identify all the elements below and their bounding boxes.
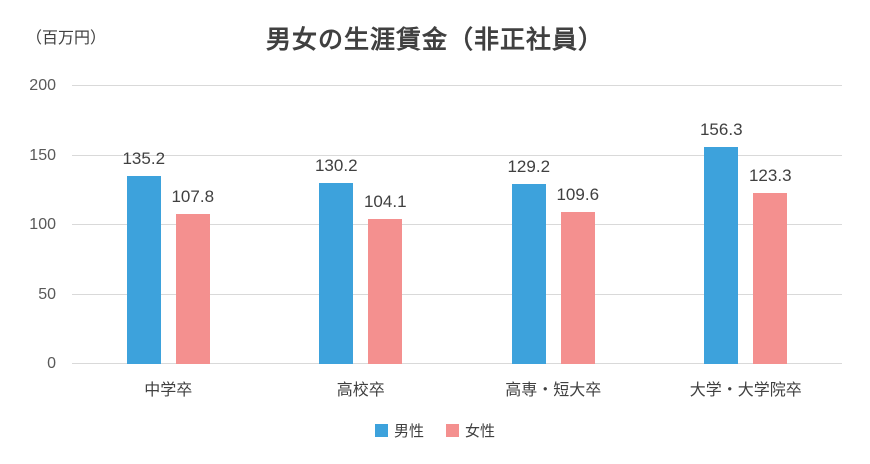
y-tick-label: 50: [38, 285, 56, 303]
bar-group: 135.2 107.8: [122, 86, 214, 364]
x-category-label: 中学卒: [144, 382, 193, 399]
bar-wrap: 129.2: [507, 86, 550, 364]
y-tick-label: 100: [29, 216, 56, 233]
legend-swatch-icon: [446, 424, 459, 437]
x-category-label: 高校卒: [336, 382, 385, 399]
y-tick-label: 0: [47, 355, 56, 372]
bar-wrap: 104.1: [364, 86, 407, 364]
legend: 男性 女性: [0, 420, 870, 441]
legend-item-male: 男性: [374, 420, 424, 441]
bar-wrap: 107.8: [171, 86, 214, 364]
bar-male: [704, 146, 739, 364]
bar-groups: 135.2 107.8 130.2 104.1 129.2 109.6 156.3 123.3: [72, 86, 842, 364]
bar-value-label: 107.8: [171, 187, 215, 207]
x-category-label: 高専・短大卒: [505, 382, 602, 399]
chart-title: 男女の生涯賃金（非正社員）: [265, 26, 604, 54]
x-axis: 中学卒 高校卒 高専・短大卒 大学・大学院卒: [72, 376, 842, 400]
bar-male: [319, 183, 354, 364]
bar-value-label: 129.2: [507, 157, 551, 177]
bar-value-label: 123.3: [748, 165, 792, 185]
legend-item-female: 女性: [446, 420, 495, 441]
bar-male: [126, 176, 161, 364]
bar-value-label: 156.3: [699, 119, 743, 139]
bar-female: [560, 211, 595, 364]
bar-wrap: 135.2: [122, 86, 165, 364]
plot-area: 135.2 107.8 130.2 104.1 129.2 109.6 156.3 123.3: [72, 85, 842, 364]
chart-body: 0 50 100 150 200 135.2 107.8 130.2 104.1 129.2 10…: [0, 77, 842, 372]
gridline: [72, 293, 842, 295]
bar-wrap: 156.3: [700, 86, 743, 364]
x-category-label: 大学・大学院卒: [689, 382, 802, 399]
gridline: [72, 363, 842, 364]
gridline: [72, 224, 842, 225]
bar-group: 129.2 109.6: [507, 86, 599, 364]
bar-wrap: 109.6: [556, 86, 599, 364]
y-tick-label: 200: [29, 77, 56, 94]
bar-wrap: 130.2: [315, 86, 358, 364]
y-tick-label: 150: [29, 146, 56, 164]
legend-label: 女性: [465, 423, 496, 440]
y-axis-unit-label: （百万円）: [26, 30, 107, 47]
gridline: [72, 154, 842, 156]
bar-wrap: 123.3: [749, 86, 792, 364]
bar-value-label: 104.1: [363, 192, 407, 212]
bar-value-label: 109.6: [556, 184, 600, 204]
gridline: [72, 85, 842, 86]
legend-swatch-icon: [374, 424, 388, 437]
bar-value-label: 130.2: [314, 156, 358, 176]
bar-value-label: 135.2: [122, 149, 166, 169]
bar-female: [175, 214, 210, 364]
bar-female: [368, 219, 403, 364]
bar-group: 130.2 104.1: [315, 86, 407, 364]
bar-group: 156.3 123.3: [700, 86, 792, 364]
legend-label: 男性: [393, 423, 424, 440]
bar-female: [753, 192, 788, 364]
y-axis: 0 50 100 150 200: [0, 77, 72, 372]
bar-male: [511, 184, 546, 364]
